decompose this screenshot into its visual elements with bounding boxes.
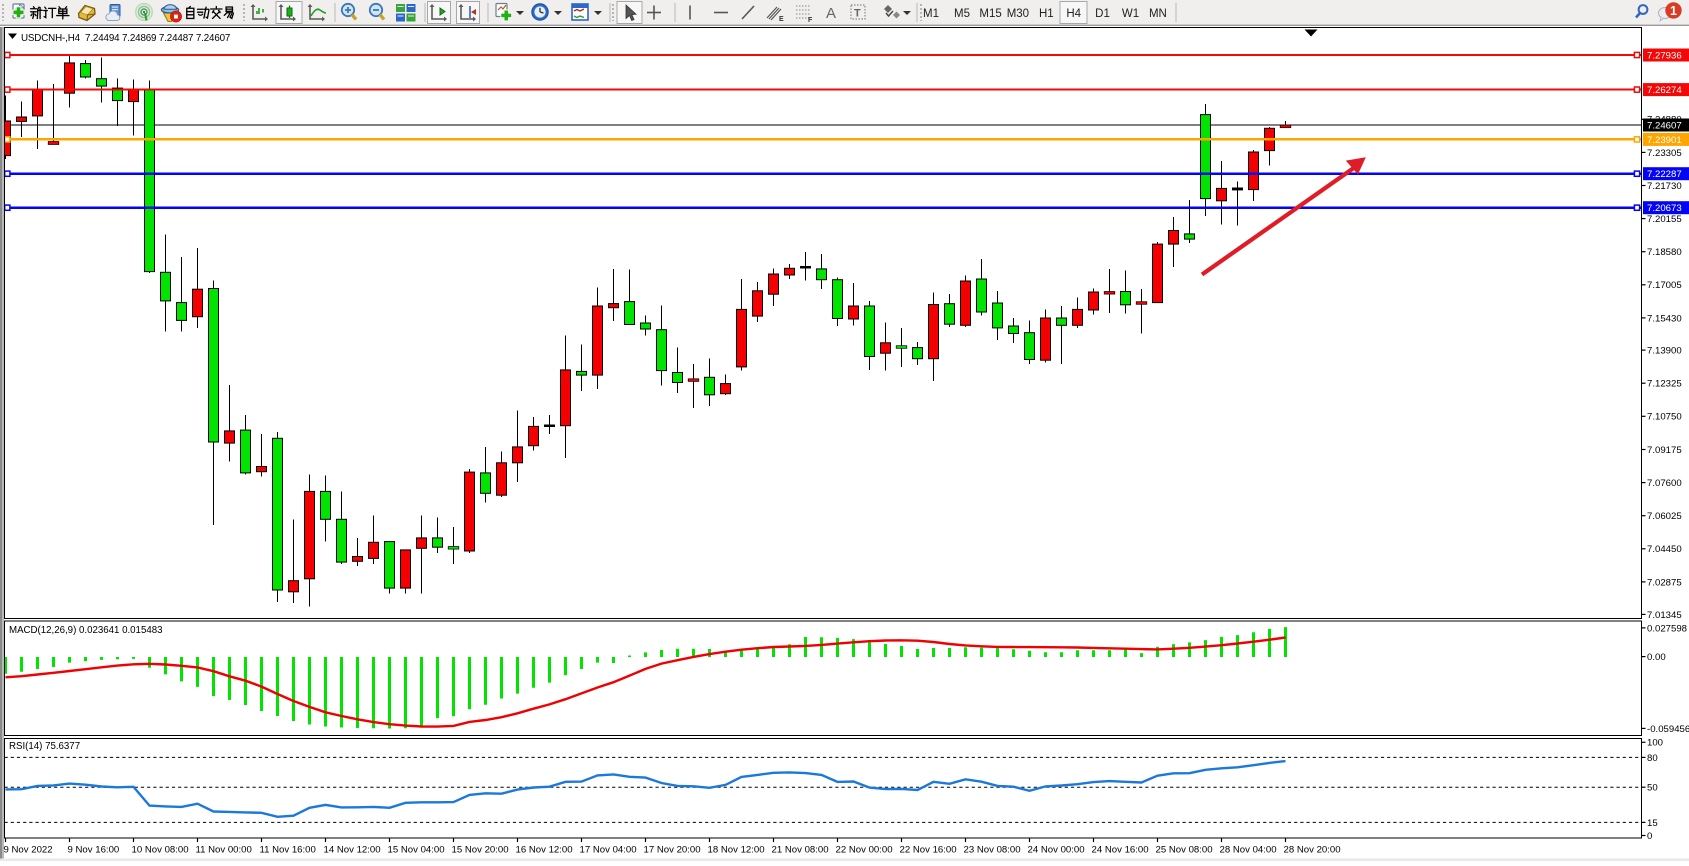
svg-text:7.09175: 7.09175 [1647, 445, 1682, 456]
svg-text:W1: W1 [1122, 8, 1139, 20]
svg-text:D1: D1 [1095, 8, 1110, 20]
svg-text:23 Nov 08:00: 23 Nov 08:00 [964, 845, 1021, 856]
svg-text:7.23305: 7.23305 [1647, 148, 1682, 159]
svg-text:7.06025: 7.06025 [1647, 511, 1682, 522]
svg-text:7.07600: 7.07600 [1647, 478, 1682, 489]
svg-text:22 Nov 16:00: 22 Nov 16:00 [900, 845, 957, 856]
svg-text:H4: H4 [1066, 8, 1081, 20]
svg-text:7.18580: 7.18580 [1647, 247, 1682, 258]
svg-text:A: A [826, 5, 836, 22]
svg-text:7.23901: 7.23901 [1647, 135, 1682, 146]
svg-text:17 Nov 04:00: 17 Nov 04:00 [580, 845, 637, 856]
svg-text:80: 80 [1647, 753, 1658, 764]
svg-text:16 Nov 12:00: 16 Nov 12:00 [516, 845, 573, 856]
svg-text:7.27936: 7.27936 [1647, 50, 1682, 61]
svg-text:18 Nov 12:00: 18 Nov 12:00 [708, 845, 765, 856]
svg-text:22 Nov 00:00: 22 Nov 00:00 [836, 845, 893, 856]
svg-text:7.10750: 7.10750 [1647, 412, 1682, 423]
svg-text:MACD(12,26,9) 0.023641 0.01548: MACD(12,26,9) 0.023641 0.015483 [9, 625, 163, 636]
svg-text:7.15430: 7.15430 [1647, 313, 1682, 324]
svg-text:1: 1 [1670, 4, 1677, 18]
svg-text:25 Nov 08:00: 25 Nov 08:00 [1156, 845, 1213, 856]
svg-text:H1: H1 [1039, 8, 1054, 20]
svg-text:14 Nov 12:00: 14 Nov 12:00 [324, 845, 381, 856]
svg-text:50: 50 [1647, 783, 1658, 794]
svg-text:RSI(14) 75.6377: RSI(14) 75.6377 [9, 741, 80, 752]
svg-text:11 Nov 00:00: 11 Nov 00:00 [196, 845, 252, 856]
svg-text:M1: M1 [923, 8, 939, 20]
svg-text:0.00: 0.00 [1647, 652, 1666, 663]
svg-text:10 Nov 08:00: 10 Nov 08:00 [132, 845, 189, 856]
svg-text:0: 0 [1647, 831, 1652, 842]
svg-text:15 Nov 04:00: 15 Nov 04:00 [388, 845, 445, 856]
svg-text:11 Nov 16:00: 11 Nov 16:00 [260, 845, 316, 856]
svg-text:7.01345: 7.01345 [1647, 610, 1682, 621]
svg-text:E: E [779, 16, 784, 23]
svg-text:7.20673: 7.20673 [1647, 203, 1682, 214]
svg-text:21 Nov 08:00: 21 Nov 08:00 [772, 845, 829, 856]
svg-text:15 Nov 20:00: 15 Nov 20:00 [452, 845, 509, 856]
svg-text:7.22287: 7.22287 [1647, 169, 1682, 180]
svg-text:M15: M15 [979, 8, 1001, 20]
svg-text:17 Nov 20:00: 17 Nov 20:00 [644, 845, 701, 856]
svg-text:7.04450: 7.04450 [1647, 544, 1682, 555]
svg-text:100: 100 [1647, 738, 1663, 749]
svg-text:7.12325: 7.12325 [1647, 379, 1682, 390]
svg-text:M30: M30 [1007, 8, 1029, 20]
svg-text:M5: M5 [954, 8, 970, 20]
svg-text:7.21730: 7.21730 [1647, 181, 1682, 192]
svg-text:7.02875: 7.02875 [1647, 577, 1682, 588]
svg-text:0.027598: 0.027598 [1647, 623, 1687, 634]
svg-text:7.26274: 7.26274 [1647, 85, 1682, 96]
svg-text:7.20155: 7.20155 [1647, 214, 1682, 225]
svg-text:24 Nov 00:00: 24 Nov 00:00 [1028, 845, 1085, 856]
svg-text:7.17005: 7.17005 [1647, 280, 1682, 291]
svg-text:T: T [854, 8, 861, 20]
svg-text:9 Nov 16:00: 9 Nov 16:00 [68, 845, 120, 856]
svg-text:7.24607: 7.24607 [1647, 120, 1682, 131]
svg-text:7.13900: 7.13900 [1647, 346, 1682, 357]
svg-text:28 Nov 04:00: 28 Nov 04:00 [1220, 845, 1277, 856]
svg-text:USDCNH-,H4 7.24494 7.24869 7.: USDCNH-,H4 7.24494 7.24869 7.24487 7.246… [21, 33, 230, 44]
svg-text:F: F [808, 17, 813, 24]
svg-text:24 Nov 16:00: 24 Nov 16:00 [1092, 845, 1149, 856]
svg-text:9 Nov 2022: 9 Nov 2022 [4, 845, 53, 856]
svg-text:-0.059456: -0.059456 [1647, 724, 1689, 735]
svg-text:MN: MN [1149, 8, 1167, 20]
svg-text:28 Nov 20:00: 28 Nov 20:00 [1284, 845, 1341, 856]
svg-text:15: 15 [1647, 818, 1658, 829]
